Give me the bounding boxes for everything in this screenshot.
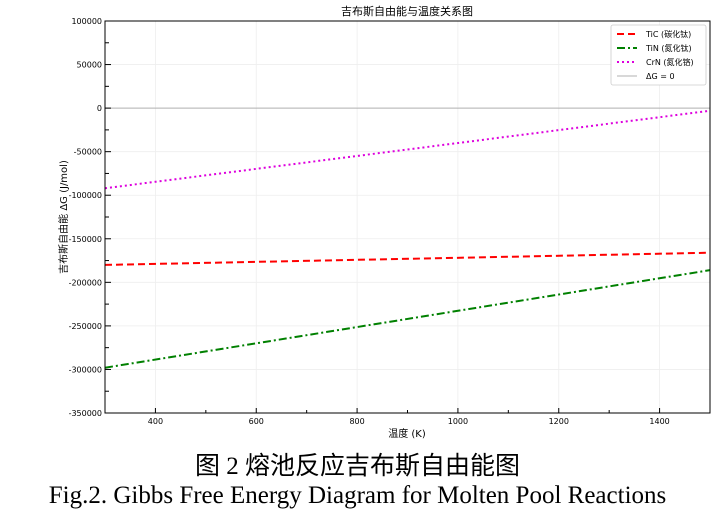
legend-label: CrN (氮化铬) (646, 57, 694, 67)
y-tick-label: -150000 (69, 235, 102, 244)
y-axis-label: 吉布斯自由能 ΔG (J/mol) (57, 160, 70, 274)
y-tick-label: 0 (97, 104, 102, 113)
legend: TiC (碳化钛) TiN (氮化钛) CrN (氮化铬) ΔG = 0 (610, 24, 707, 86)
y-tick-label: -50000 (74, 148, 102, 157)
x-tick-label: 1400 (649, 417, 669, 426)
figure-caption-chinese: 图 2 熔池反应吉布斯自由能图 (194, 453, 520, 480)
figure-caption-english: Fig.2. Gibbs Free Energy Diagram for Mol… (48, 482, 667, 509)
y-tick-label: -350000 (69, 409, 102, 418)
series-lines (104, 107, 711, 369)
gibbs-energy-chart: 吉布斯自由能与温度关系图 400 600 800 1000 1200 1400 100000… (57, 4, 711, 440)
x-tick-label: 400 (148, 417, 163, 426)
grid (105, 20, 710, 414)
legend-label: TiC (碳化钛) (645, 29, 691, 39)
y-tick-label: 100000 (71, 17, 102, 26)
y-tick-label: 50000 (77, 61, 102, 70)
legend-label: TiN (氮化钛) (645, 43, 692, 53)
legend-label: ΔG = 0 (646, 72, 675, 81)
chart-title: 吉布斯自由能与温度关系图 (341, 4, 473, 18)
axes: 400 600 800 1000 1200 1400 100000 50000 0 -50000 -… (69, 17, 711, 426)
x-tick-label: 1000 (448, 417, 468, 426)
y-tick-label: -250000 (69, 322, 102, 331)
series-line-2 (104, 109, 711, 190)
y-tick-label: -100000 (69, 191, 102, 200)
y-tick-label: -300000 (69, 365, 102, 374)
series-line-1 (104, 269, 711, 369)
x-tick-label: 600 (249, 417, 264, 426)
legend-box (610, 24, 707, 86)
y-tick-label: -200000 (69, 278, 102, 287)
series-line-0 (104, 251, 711, 266)
x-tick-label: 1200 (549, 417, 569, 426)
x-tick-label: 800 (349, 417, 364, 426)
x-axis-label: 温度 (K) (388, 427, 426, 440)
